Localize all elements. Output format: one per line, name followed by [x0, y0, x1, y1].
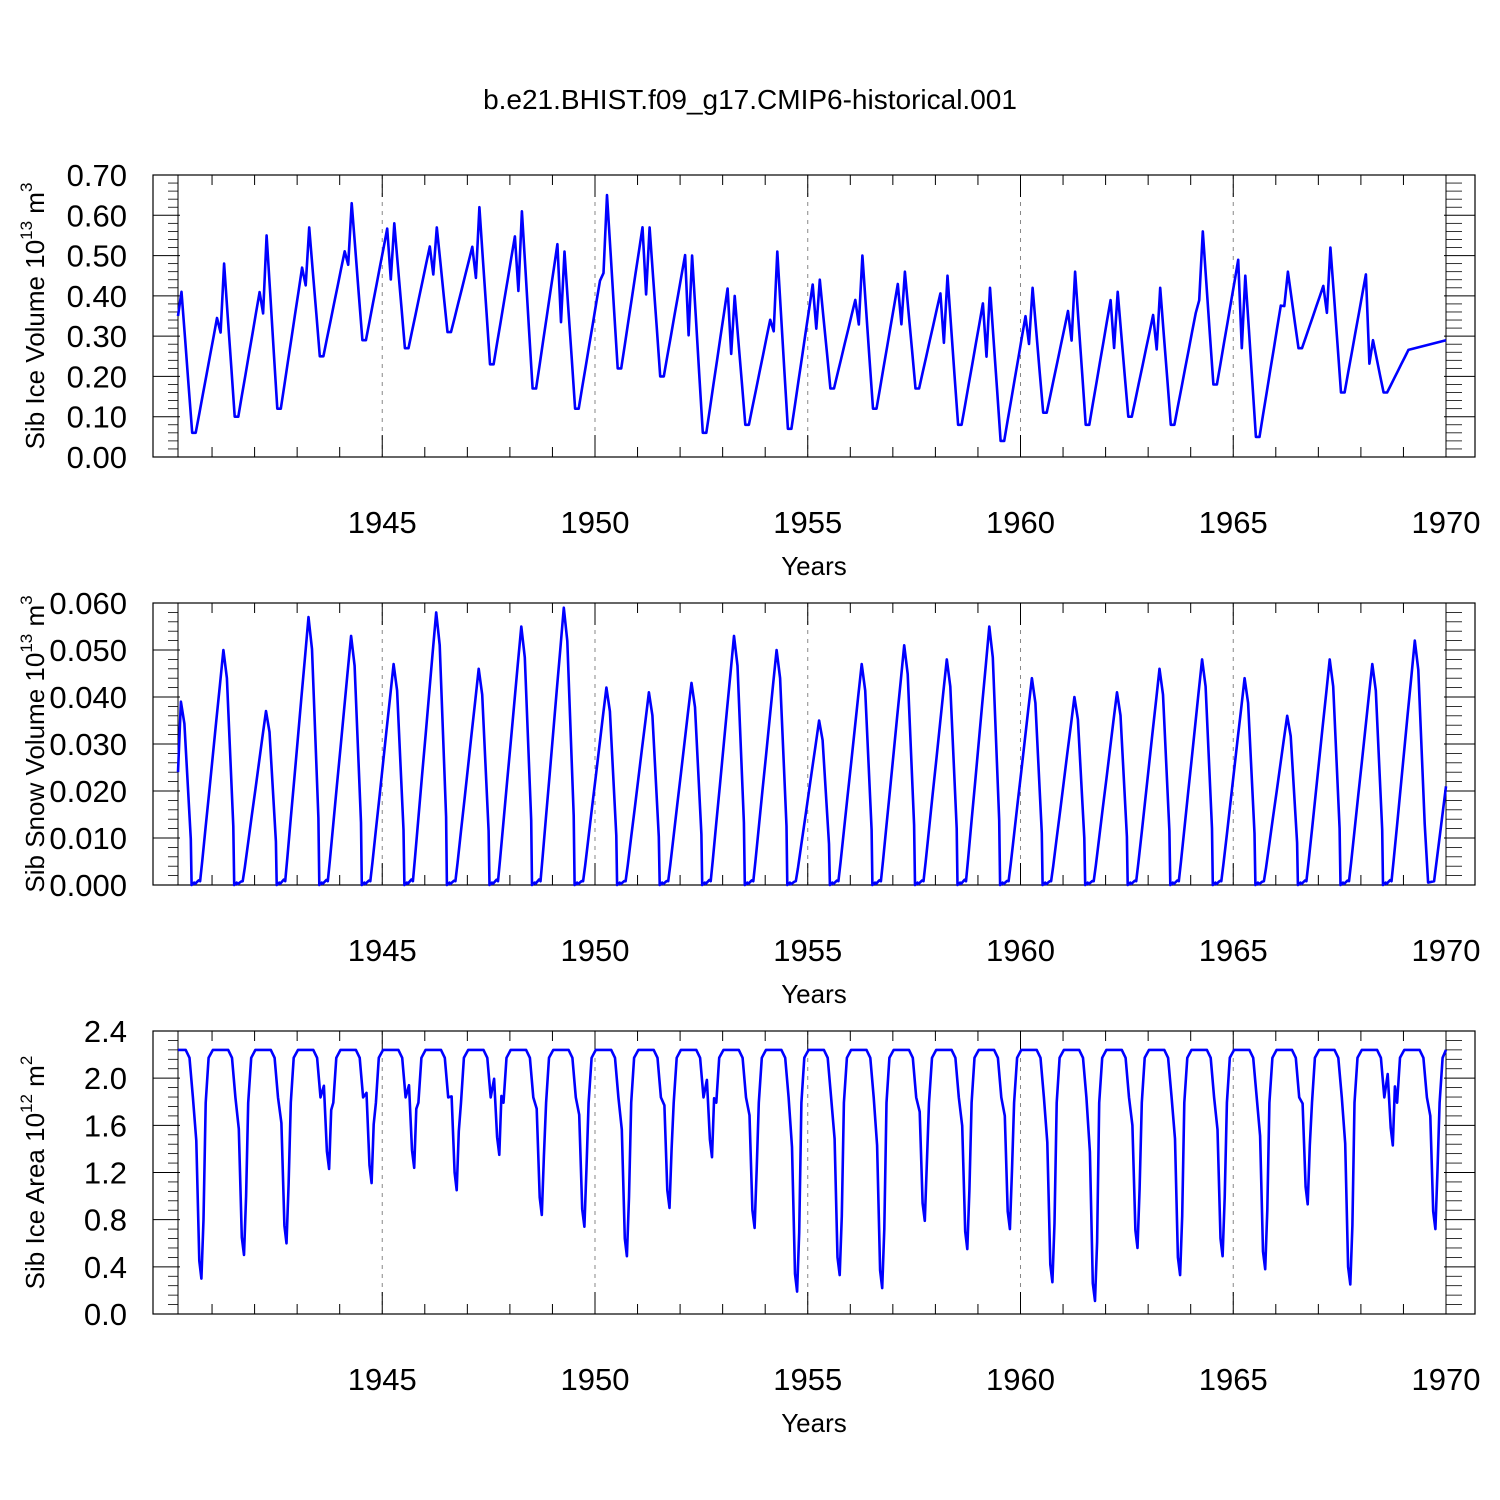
y-label-superscript: 13 — [17, 634, 36, 653]
x-tick-label: 1965 — [1199, 505, 1268, 540]
x-axis-label: Years — [781, 1408, 847, 1438]
x-tick-label: 1960 — [986, 505, 1055, 540]
x-tick-label: 1960 — [986, 933, 1055, 968]
x-tick-label: 1955 — [773, 933, 842, 968]
y-label-text: m — [20, 605, 50, 634]
y-tick-label: 0.60 — [67, 198, 127, 233]
x-axis-label: Years — [781, 551, 847, 581]
y-tick-label: 1.6 — [84, 1108, 127, 1143]
y-label-superscript: 3 — [17, 595, 36, 604]
y-tick-label: 0.10 — [67, 400, 127, 435]
y-tick-label: 0.060 — [49, 586, 127, 621]
plot-frame — [152, 1030, 1476, 1315]
y-tick-label: 0.040 — [49, 680, 127, 715]
y-tick-label: 0.4 — [84, 1250, 127, 1285]
y-tick-label: 0.20 — [67, 359, 127, 394]
series-line-ice-volume — [176, 193, 1447, 443]
plot-frame — [152, 174, 1476, 458]
x-tick-label: 1955 — [773, 1362, 842, 1397]
y-tick-label: 0.30 — [67, 319, 127, 354]
y-axis-label: Sib Ice Volume 1013 m3 — [17, 183, 50, 450]
y-label-superscript: 2 — [17, 1056, 36, 1065]
panel-snow-volume: 0.000 0.010 0.020 0.030 0.040 0.050 0.060 1945 1… — [17, 586, 1480, 1009]
x-tick-label: 1945 — [348, 1362, 417, 1397]
x-tick-label: 1945 — [348, 933, 417, 968]
y-label-superscript: 12 — [17, 1094, 36, 1113]
x-tick-label: 1970 — [1412, 1362, 1481, 1397]
x-tick-label: 1950 — [561, 1362, 630, 1397]
y-tick-label: 2.4 — [84, 1014, 127, 1049]
y-label-text: m — [20, 192, 50, 221]
y-label-text: Sib Snow Volume 10 — [20, 653, 50, 893]
y-axis-label: Sib Ice Area 1012 m2 — [17, 1056, 50, 1290]
y-tick-label: 0.8 — [84, 1203, 127, 1238]
x-tick-label: 1955 — [773, 505, 842, 540]
x-tick-label: 1970 — [1412, 505, 1481, 540]
y-tick-label: 0.010 — [49, 821, 127, 856]
y-tick-label: 1.2 — [84, 1156, 127, 1191]
x-tick-label: 1950 — [561, 933, 630, 968]
x-tick-label: 1950 — [561, 505, 630, 540]
figure-title: b.e21.BHIST.f09_g17.CMIP6-historical.001 — [483, 84, 1017, 115]
y-tick-label: 0.0 — [84, 1297, 127, 1332]
y-label-text: m — [20, 1065, 50, 1094]
y-tick-label: 0.50 — [67, 239, 127, 274]
y-label-text: Sib Ice Volume 10 — [20, 240, 50, 450]
y-tick-label: 0.030 — [49, 727, 127, 762]
y-tick-label: 0.000 — [49, 868, 127, 903]
x-tick-label: 1960 — [986, 1362, 1055, 1397]
y-axis-label: Sib Snow Volume 1013 m3 — [17, 595, 50, 892]
x-axis-label: Years — [781, 979, 847, 1009]
y-tick-label: 2.0 — [84, 1061, 127, 1096]
x-tick-label: 1970 — [1412, 933, 1481, 968]
y-label-text: Sib Ice Area 10 — [20, 1113, 50, 1289]
x-tick-label: 1945 — [348, 505, 417, 540]
panel-ice-area: 0.0 0.4 0.8 1.2 1.6 2.0 2.4 1945 1950 1955 1960 196… — [17, 1014, 1480, 1438]
x-tick-label: 1965 — [1199, 1362, 1268, 1397]
panel-ice-volume: 0.00 0.10 0.20 0.30 0.40 0.50 0.60 0.70 1945 1950… — [17, 158, 1480, 581]
y-tick-label: 0.70 — [67, 158, 127, 193]
y-tick-label: 0.020 — [49, 774, 127, 809]
series-line-snow-volume — [176, 606, 1448, 887]
y-label-superscript: 13 — [17, 221, 36, 240]
y-tick-label: 0.050 — [49, 633, 127, 668]
x-tick-label: 1965 — [1199, 933, 1268, 968]
y-tick-label: 0.00 — [67, 440, 127, 475]
y-tick-label: 0.40 — [67, 279, 127, 314]
series-line-ice-area — [178, 1048, 1448, 1303]
y-label-superscript: 3 — [17, 183, 36, 192]
